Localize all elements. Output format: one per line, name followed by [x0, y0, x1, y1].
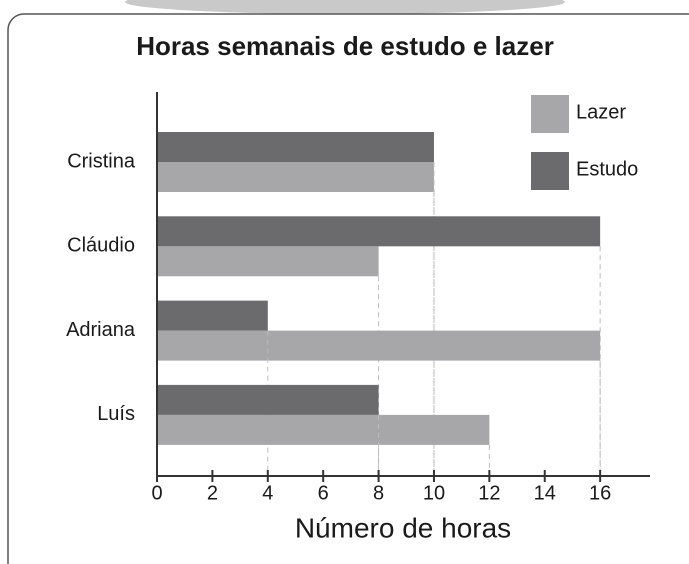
x-tick-label: 12 [478, 482, 500, 504]
decoration [125, 0, 565, 14]
bar [157, 415, 489, 445]
bar [157, 216, 600, 246]
x-tick-label: 0 [151, 482, 162, 504]
bar [157, 385, 379, 415]
bar [157, 301, 268, 331]
page: {"chart_data": {"type": "bar", "orientat… [0, 0, 689, 564]
category-label: Adriana [66, 319, 136, 341]
legend-label: Estudo [576, 158, 638, 180]
x-tick-label: 4 [262, 482, 273, 504]
x-tick-label: 8 [373, 482, 384, 504]
bar [157, 331, 600, 361]
chart-title: Horas semanais de estudo e lazer [136, 31, 554, 61]
category-label: Luís [97, 403, 135, 425]
bar [157, 132, 434, 162]
x-tick-label: 2 [207, 482, 218, 504]
x-tick-label: 16 [589, 482, 611, 504]
x-axis-label: Número de horas [295, 512, 511, 543]
chart: Horas semanais de estudo e lazer Número … [0, 0, 689, 564]
legend-swatch [531, 152, 569, 190]
legend-swatch [531, 95, 569, 133]
legend-label: Lazer [576, 101, 626, 123]
category-label: Cristina [67, 150, 136, 172]
bar [157, 246, 379, 276]
card [8, 14, 689, 564]
x-tick-label: 6 [318, 482, 329, 504]
x-tick-label: 10 [423, 482, 445, 504]
category-label: Cláudio [67, 235, 135, 257]
x-tick-label: 14 [534, 482, 556, 504]
bar [157, 162, 434, 192]
